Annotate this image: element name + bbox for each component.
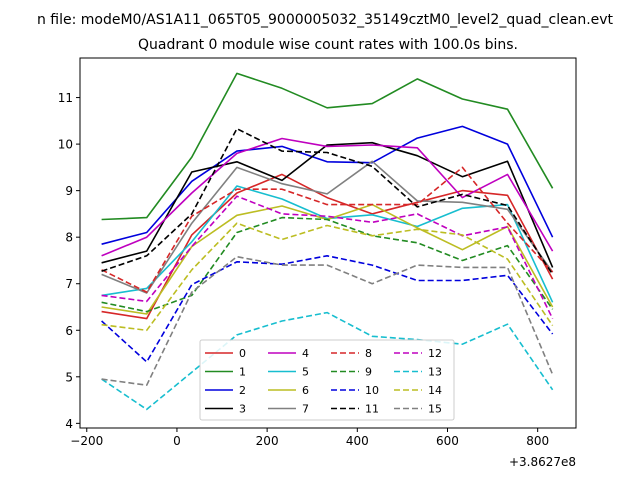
x-tick-label: 600 <box>436 434 459 448</box>
chart-suptitle: n file: modeM0/AS1A11_065T05_9000005032_… <box>37 12 614 28</box>
series-line-11 <box>101 127 554 275</box>
legend-label-4: 4 <box>302 347 309 360</box>
series-line-12 <box>101 195 554 319</box>
legend-label-11: 11 <box>365 403 379 416</box>
series-line-3 <box>101 141 554 268</box>
series-line-13 <box>101 311 554 411</box>
legend-label-9: 9 <box>365 366 372 379</box>
y-tick-label: 6 <box>65 324 73 338</box>
chart-title: Quadrant 0 module wise count rates with … <box>138 37 518 53</box>
legend-label-7: 7 <box>302 403 309 416</box>
legend-label-5: 5 <box>302 366 309 379</box>
x-tick-label: 0 <box>173 434 181 448</box>
plot-frame <box>79 57 577 429</box>
series-line-8 <box>101 166 554 293</box>
legend-label-10: 10 <box>365 384 379 397</box>
y-tick-label: 9 <box>65 184 73 198</box>
legend-label-0: 0 <box>239 347 246 360</box>
series-line-9 <box>101 216 554 313</box>
x-tick-label: 400 <box>346 434 369 448</box>
x-tick-label: 800 <box>526 434 549 448</box>
series-line-7 <box>101 160 554 294</box>
legend-label-2: 2 <box>239 384 246 397</box>
series-line-15 <box>101 255 554 387</box>
legend-box <box>199 339 455 421</box>
series-line-10 <box>101 255 554 363</box>
legend-label-8: 8 <box>365 347 372 360</box>
x-tick-label: 200 <box>256 434 279 448</box>
series-line-0 <box>101 173 554 320</box>
legend-label-3: 3 <box>239 403 246 416</box>
series-line-5 <box>101 185 554 303</box>
legend-label-1: 1 <box>239 366 246 379</box>
series-lines <box>101 72 554 411</box>
legend-label-12: 12 <box>428 347 442 360</box>
legend-label-15: 15 <box>428 403 442 416</box>
series-line-1 <box>101 72 554 221</box>
x-offset-text: +3.8627e8 <box>509 455 576 469</box>
y-tick-label: 8 <box>65 231 73 245</box>
legend-label-6: 6 <box>302 384 309 397</box>
legend-label-13: 13 <box>428 366 442 379</box>
series-line-4 <box>101 137 554 257</box>
y-tick-label: 10 <box>58 138 73 152</box>
y-tick-label: 5 <box>65 370 73 384</box>
legend-label-14: 14 <box>428 384 442 397</box>
series-line-14 <box>101 222 554 332</box>
x-tick-label: −200 <box>70 434 103 448</box>
y-tick-label: 11 <box>58 91 73 105</box>
y-tick-label: 4 <box>65 417 73 431</box>
y-tick-label: 7 <box>65 277 73 291</box>
